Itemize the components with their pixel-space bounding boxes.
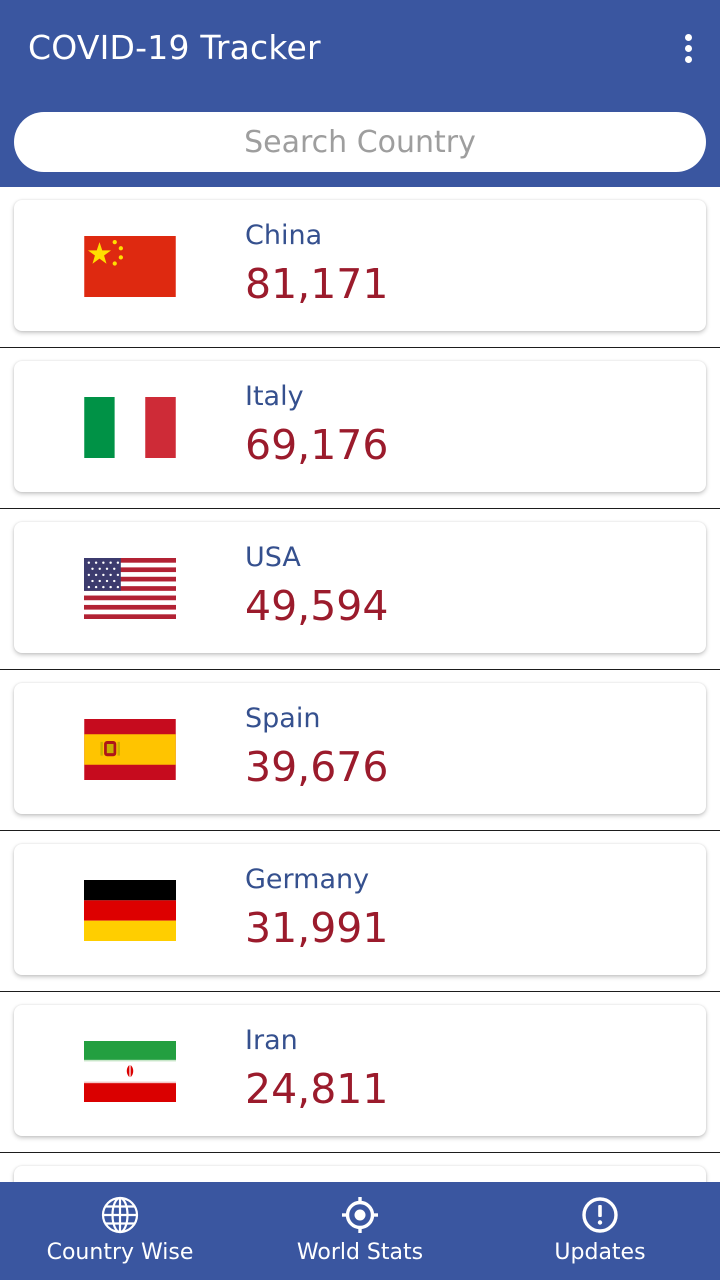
country-card-iran[interactable]: Iran 24,811 — [14, 1005, 706, 1136]
list-item: China 81,171 — [0, 187, 720, 348]
list-item: Germany 31,991 — [0, 831, 720, 992]
case-count: 24,811 — [245, 1065, 389, 1113]
list-item: Italy 69,176 — [0, 348, 720, 509]
nav-label: Country Wise — [46, 1240, 194, 1265]
italy-flag-icon — [84, 397, 176, 458]
nav-world-stats[interactable]: World Stats — [240, 1182, 480, 1280]
spain-flag-icon — [84, 719, 176, 780]
country-name: Spain — [245, 703, 321, 734]
country-name: Iran — [245, 1025, 298, 1056]
list-item: Iran 24,811 — [0, 992, 720, 1153]
app-bar: COVID-19 Tracker — [0, 0, 720, 187]
list-item: Spain 39,676 — [0, 670, 720, 831]
nav-label: World Stats — [296, 1240, 424, 1265]
germany-flag-icon — [84, 880, 176, 941]
usa-flag-icon — [84, 558, 176, 619]
nav-label: Updates — [554, 1240, 646, 1265]
bottom-navigation: Country Wise World Stats Updates — [0, 1182, 720, 1280]
country-card-italy[interactable]: Italy 69,176 — [14, 361, 706, 492]
search-country-input[interactable] — [14, 112, 706, 172]
crosshair-icon — [342, 1197, 378, 1233]
country-card-spain[interactable]: Spain 39,676 — [14, 683, 706, 814]
nav-updates[interactable]: Updates — [480, 1182, 720, 1280]
country-card-germany[interactable]: Germany 31,991 — [14, 844, 706, 975]
list-item: USA 49,594 — [0, 509, 720, 670]
country-list[interactable]: China 81,171 Italy 69,176 — [0, 187, 720, 1182]
china-flag-icon — [84, 236, 176, 297]
country-name: Germany — [245, 864, 370, 895]
country-name: China — [245, 220, 323, 251]
country-name: USA — [245, 542, 301, 573]
case-count: 69,176 — [245, 421, 389, 469]
case-count: 39,676 — [245, 743, 389, 791]
nav-country-wise[interactable]: Country Wise — [0, 1182, 240, 1280]
case-count: 31,991 — [245, 904, 389, 952]
more-options-icon[interactable] — [682, 34, 694, 64]
iran-flag-icon — [84, 1041, 176, 1102]
country-card-partial[interactable] — [14, 1166, 706, 1182]
case-count: 49,594 — [245, 582, 389, 630]
country-name: Italy — [245, 381, 304, 412]
list-item — [0, 1153, 720, 1182]
country-card-usa[interactable]: USA 49,594 — [14, 522, 706, 653]
globe-icon — [101, 1196, 139, 1234]
alert-circle-icon — [582, 1197, 618, 1233]
country-card-china[interactable]: China 81,171 — [14, 200, 706, 331]
app-title: COVID-19 Tracker — [28, 28, 321, 67]
case-count: 81,171 — [245, 260, 389, 308]
